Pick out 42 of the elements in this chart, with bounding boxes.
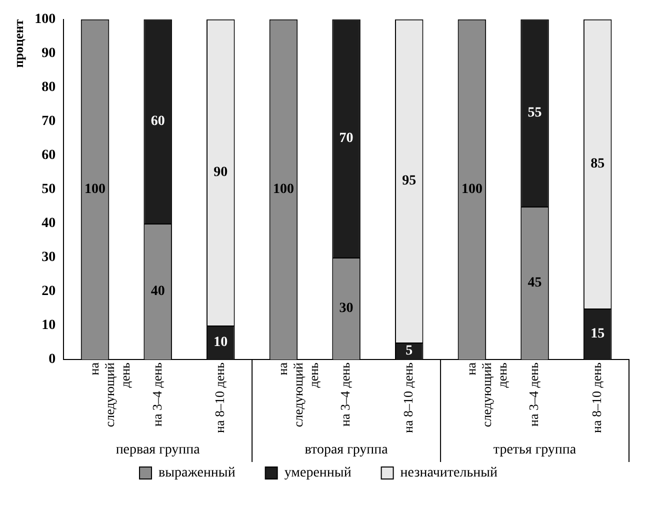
- legend-label: выраженный: [158, 466, 236, 481]
- data-label: 55: [528, 106, 542, 121]
- x-tick-label: на следующий день: [463, 362, 510, 428]
- x-tick-label: на следующий день: [274, 362, 322, 428]
- x-tick-label: на 3–4 день: [149, 362, 164, 427]
- data-label: 15: [590, 326, 605, 342]
- y-tick-label: 20: [42, 284, 56, 300]
- y-tick-label: 80: [42, 80, 56, 96]
- data-label: 30: [339, 301, 354, 316]
- data-label: 95: [402, 174, 416, 189]
- y-tick-label: 100: [34, 12, 56, 28]
- legend-label: незначительный: [400, 466, 498, 481]
- x-tick-label: на 8–10 день: [212, 362, 228, 434]
- data-label: 45: [528, 276, 542, 291]
- x-tick-label: на 3–4 день: [526, 362, 542, 427]
- x-tick-label: на следующий день: [86, 362, 133, 428]
- y-tick-label: 30: [42, 250, 56, 266]
- x-tick-label: на 8–10 день: [400, 362, 416, 434]
- x-tick-label: на 3–4 день: [338, 362, 353, 427]
- y-tick-label: 10: [42, 318, 56, 334]
- data-label: 90: [214, 165, 228, 180]
- data-label: 70: [339, 131, 354, 146]
- y-axis-title: процент: [11, 18, 26, 68]
- text: вторая группа: [304, 442, 389, 458]
- data-label: 5: [406, 344, 413, 359]
- y-tick-label: 0: [48, 352, 56, 368]
- text: первая группа: [116, 442, 201, 458]
- data-label: 10: [214, 335, 228, 350]
- y-tick-label: 50: [42, 182, 56, 198]
- data-label: 100: [272, 182, 294, 198]
- data-label: 100: [461, 182, 482, 198]
- y-tick-label: 70: [42, 114, 56, 130]
- legend-label: умеренный: [284, 466, 352, 481]
- y-tick-label: 90: [42, 46, 56, 62]
- data-label: 40: [150, 284, 165, 300]
- x-tick-label: на 8–10 день: [589, 362, 604, 434]
- data-label: 60: [150, 114, 165, 130]
- y-tick-label: 40: [42, 216, 56, 232]
- data-label: 85: [590, 156, 605, 172]
- text: третья группа: [493, 442, 577, 458]
- data-label: 100: [84, 182, 106, 198]
- y-tick-label: 60: [42, 148, 56, 164]
